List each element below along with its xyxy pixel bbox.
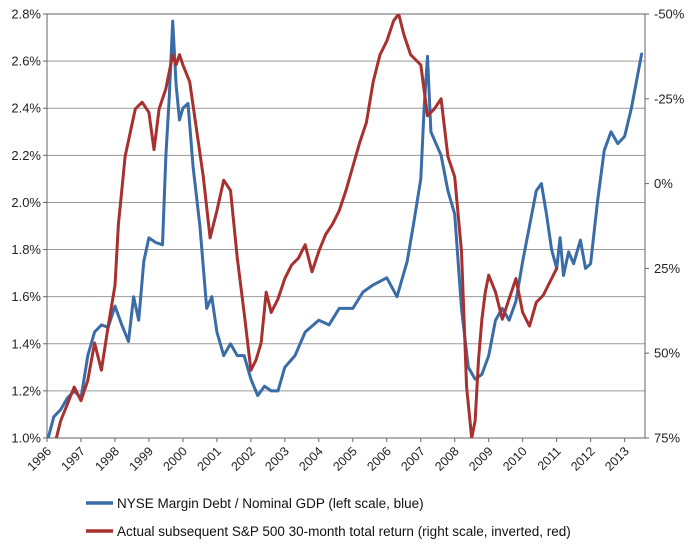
legend-label: Actual subsequent S&P 500 30-month total… [117, 524, 571, 539]
right-tick-label: -50% [654, 7, 685, 22]
left-tick-label: 2.6% [11, 54, 41, 69]
x-tick-label: 2007 [398, 444, 428, 474]
left-tick-label: 2.2% [11, 148, 41, 163]
plot-frame [46, 13, 646, 439]
x-tick-label: 2004 [296, 444, 326, 474]
x-tick-label: 1998 [93, 444, 123, 474]
left-tick-label: 1.6% [11, 289, 41, 304]
left-tick-label: 2.4% [11, 101, 41, 116]
x-tick-label: 2006 [364, 444, 394, 474]
right-tick-label: 0% [654, 176, 673, 191]
sp500-return-line [54, 14, 559, 438]
x-tick-label: 2012 [568, 444, 598, 474]
right-tick-label: 25% [654, 261, 680, 276]
right-tick-label: 75% [654, 431, 680, 446]
legend: NYSE Margin Debt / Nominal GDP (left sca… [86, 496, 571, 539]
x-tick-label: 2000 [160, 444, 190, 474]
x-tick-label: 2011 [535, 444, 564, 473]
margin-debt-line [47, 19, 644, 438]
x-tick-label: 1996 [25, 444, 55, 474]
legend-label: NYSE Margin Debt / Nominal GDP (left sca… [117, 496, 424, 511]
left-tick-label: 2.0% [11, 195, 41, 210]
left-tick-label: 1.0% [11, 431, 41, 446]
series-lines [47, 14, 644, 438]
left-axis-ticks: 1.0% 1.2% 1.4% 1.6% 1.8% 2.0% 2.2% 2.4% 2.6% 2.8% [11, 7, 47, 446]
x-tick-label: 2003 [262, 444, 292, 474]
x-tick-label: 1999 [126, 444, 156, 474]
gridlines [47, 60, 645, 392]
x-tick-label: 1997 [59, 444, 89, 474]
left-tick-label: 2.8% [11, 7, 41, 22]
right-axis-ticks: -50% -25% 0% 25% 50% 75% [645, 7, 685, 446]
left-tick-label: 1.8% [11, 242, 41, 257]
x-tick-label: 2001 [194, 444, 224, 474]
right-tick-label: -25% [654, 91, 685, 106]
x-axis-ticks: 1996 1997 1998 1999 2000 2001 2002 2003 2004 2005… [25, 438, 632, 474]
x-tick-label: 2002 [228, 444, 258, 474]
left-tick-label: 1.2% [11, 383, 41, 398]
x-tick-label: 2005 [330, 444, 360, 474]
x-tick-label: 2013 [602, 444, 632, 474]
left-tick-label: 1.4% [11, 336, 41, 351]
x-tick-label: 2009 [466, 444, 496, 474]
x-tick-label: 2008 [432, 444, 462, 474]
x-tick-label: 2010 [500, 444, 530, 474]
right-tick-label: 50% [654, 346, 680, 361]
